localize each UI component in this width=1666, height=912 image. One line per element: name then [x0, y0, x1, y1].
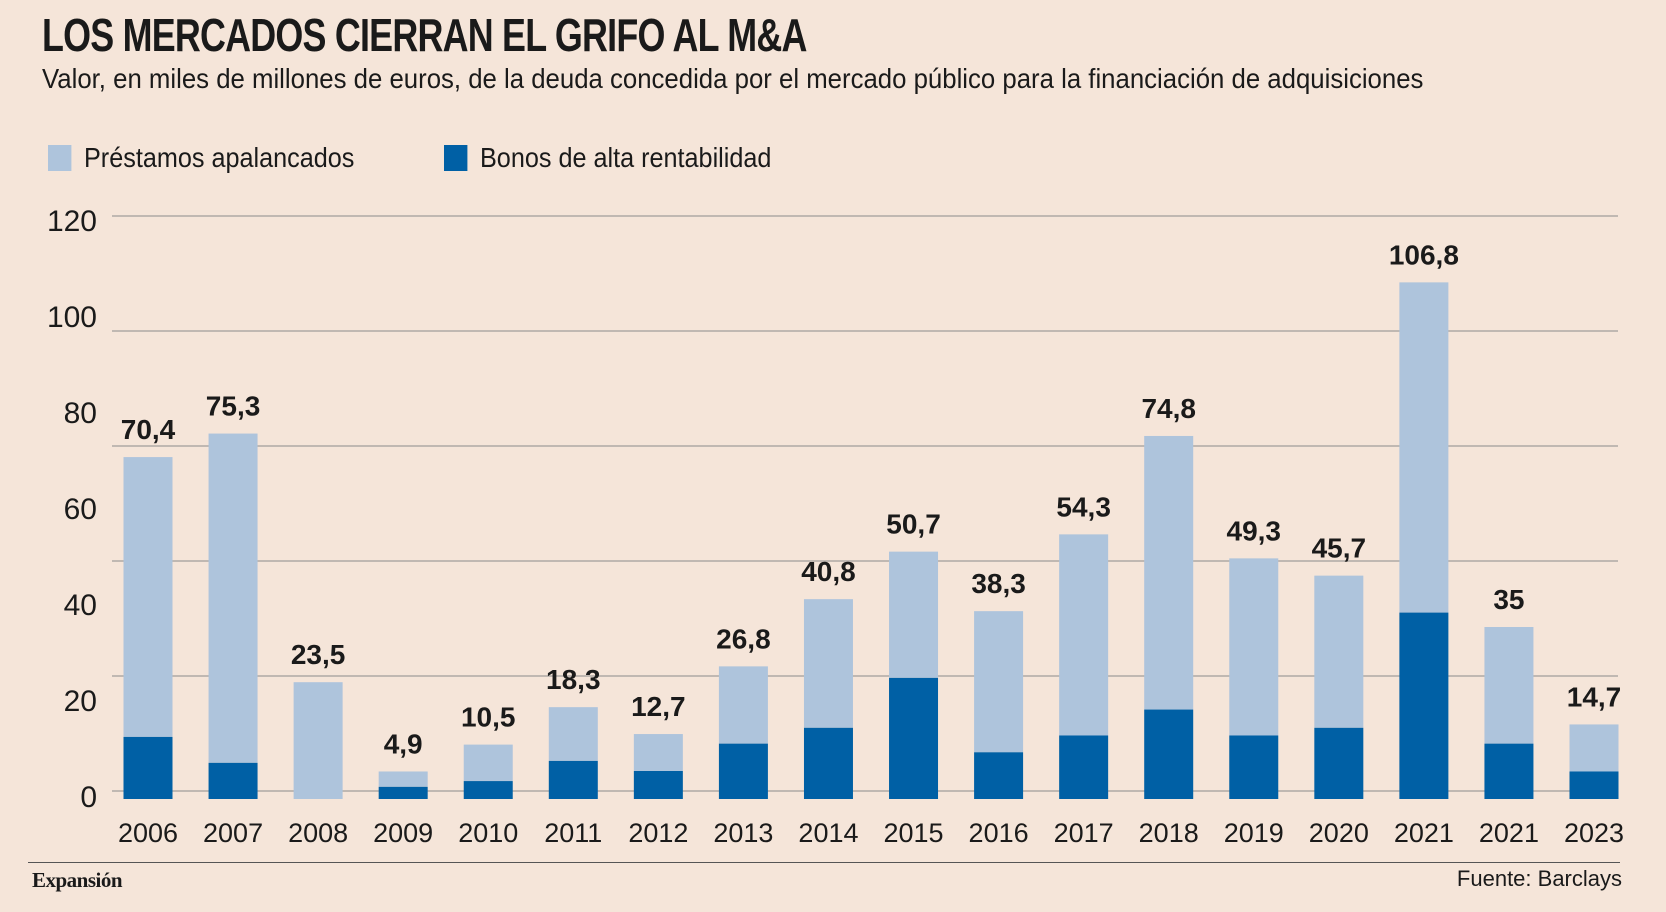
data-label: 23,5 [291, 639, 346, 670]
legend-swatch-bonos [444, 145, 468, 171]
bar-bonos [718, 743, 768, 799]
y-tick-label: 40 [64, 589, 97, 622]
data-label: 45,7 [1312, 533, 1367, 564]
x-tick-label: 2010 [458, 818, 518, 848]
data-label: 50,7 [886, 509, 941, 540]
bar-prestamos [1144, 435, 1194, 710]
y-tick-label: 0 [80, 781, 97, 814]
footer-divider [28, 862, 1620, 863]
x-tick-label: 2006 [118, 818, 178, 848]
bar-prestamos [889, 551, 939, 678]
bar-prestamos [1059, 534, 1109, 736]
bar-prestamos [974, 611, 1024, 753]
bar-prestamos [1229, 558, 1279, 736]
data-label: 40,8 [801, 556, 856, 587]
data-label: 4,9 [384, 728, 423, 759]
data-label: 18,3 [546, 664, 601, 695]
bar-prestamos [123, 457, 173, 737]
bar-bonos [1569, 771, 1619, 799]
bar-bonos [803, 727, 853, 799]
data-label: 10,5 [461, 702, 516, 733]
data-label: 106,8 [1389, 239, 1459, 270]
data-label: 12,7 [631, 691, 686, 722]
bar-prestamos [548, 707, 598, 761]
data-label: 26,8 [716, 623, 771, 654]
y-tick-label: 20 [64, 685, 97, 718]
data-label: 49,3 [1227, 515, 1282, 546]
x-tick-label: 2009 [373, 818, 433, 848]
x-tick-label: 2007 [203, 818, 263, 848]
bar-prestamos [208, 433, 258, 763]
bar-bonos [974, 752, 1024, 799]
x-tick-label: 2013 [713, 818, 773, 848]
brand-logo: Expansión [32, 868, 123, 892]
x-tick-label: 2014 [798, 818, 858, 848]
bar-prestamos [803, 599, 853, 728]
x-tick-label: 2017 [1054, 818, 1114, 848]
x-tick-label: 2020 [1309, 818, 1369, 848]
bar-bonos [1059, 735, 1109, 799]
bar-prestamos [633, 734, 683, 771]
bar-prestamos [1484, 627, 1534, 744]
x-tick-label: 2018 [1139, 818, 1199, 848]
legend-item-prestamos: Préstamos apalancados [48, 142, 354, 174]
bar-prestamos [1569, 724, 1619, 772]
bar-bonos [463, 781, 513, 799]
chart-title: LOS MERCADOS CIERRAN EL GRIFO AL M&A [42, 9, 807, 61]
bar-bonos [1484, 743, 1534, 799]
x-tick-label: 2019 [1224, 818, 1284, 848]
bar-bonos [1229, 735, 1279, 799]
x-tick-label: 2021 [1479, 818, 1539, 848]
bar-prestamos [293, 682, 343, 799]
x-tick-label: 2015 [883, 818, 943, 848]
bar-prestamos [1314, 575, 1364, 728]
bar-bonos [889, 677, 939, 799]
bar-bonos [1399, 612, 1449, 799]
x-tick-label: 2012 [628, 818, 688, 848]
chart-subtitle: Valor, en miles de millones de euros, de… [42, 63, 1424, 94]
legend-item-bonos: Bonos de alta rentabilidad [444, 142, 772, 174]
x-tick-label: 2021 [1394, 818, 1454, 848]
data-label: 74,8 [1141, 393, 1196, 424]
legend-swatch-prestamos [48, 145, 72, 171]
bar-prestamos [718, 666, 768, 744]
x-tick-label: 2011 [544, 818, 602, 848]
y-tick-label: 100 [47, 301, 97, 334]
bar-bonos [1314, 727, 1364, 799]
bar-bonos [123, 736, 173, 799]
bar-prestamos [378, 771, 428, 787]
legend-label-bonos: Bonos de alta rentabilidad [480, 142, 772, 173]
bar-bonos [378, 786, 428, 799]
bar-bonos [208, 762, 258, 799]
legend-label-prestamos: Préstamos apalancados [84, 142, 355, 173]
data-label: 14,7 [1567, 681, 1622, 712]
bar-prestamos [463, 744, 513, 782]
x-tick-label: 2023 [1564, 818, 1624, 848]
data-label: 75,3 [206, 391, 261, 422]
x-tick-label: 2008 [288, 818, 348, 848]
bar-prestamos [1399, 282, 1449, 613]
y-tick-label: 80 [64, 397, 97, 430]
x-tick-label: 2016 [969, 818, 1029, 848]
data-label: 54,3 [1056, 491, 1111, 522]
bar-bonos [633, 771, 683, 799]
source-note: Fuente: Barclays [1456, 866, 1622, 891]
data-label: 70,4 [121, 414, 176, 445]
data-label: 38,3 [971, 568, 1026, 599]
y-tick-label: 60 [64, 493, 97, 526]
legend: Préstamos apalancados Bonos de alta rent… [48, 142, 808, 174]
y-tick-label: 120 [47, 205, 97, 238]
bar-bonos [1144, 709, 1194, 799]
data-label: 35 [1493, 584, 1524, 615]
bar-bonos [548, 760, 598, 799]
